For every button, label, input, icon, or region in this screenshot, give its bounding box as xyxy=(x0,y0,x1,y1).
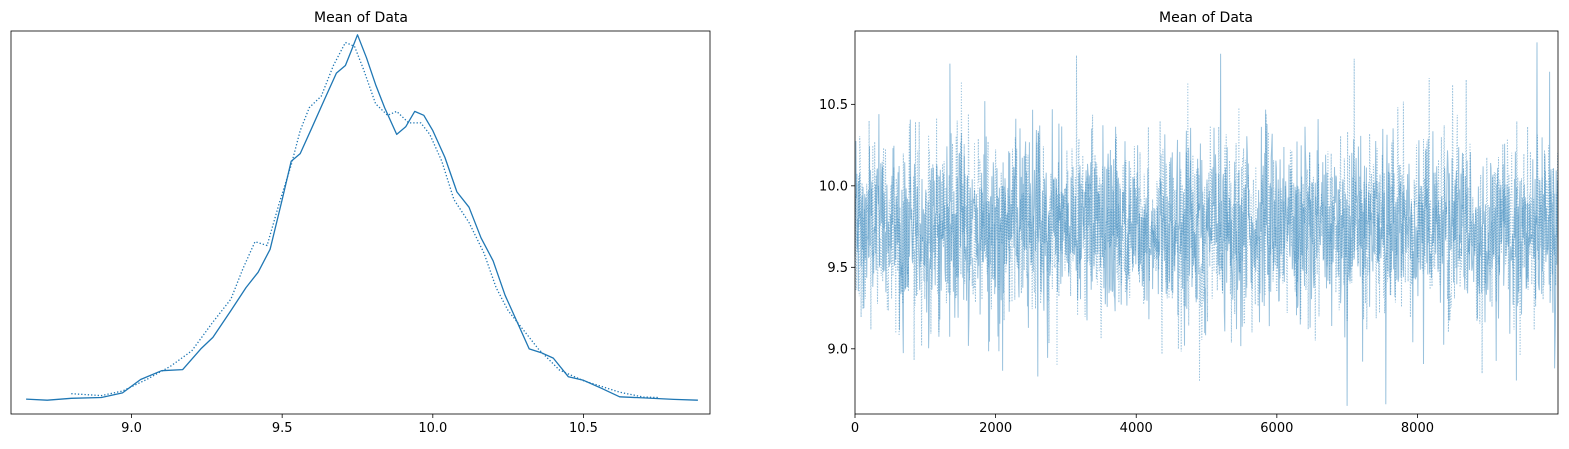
trace-line-solid xyxy=(854,42,1559,406)
trace-x-tick-label: 4000 xyxy=(1120,421,1153,436)
kde-panel: Mean of Data 9.0 9.5 10.0 10.5 xyxy=(10,10,711,436)
kde-lines xyxy=(26,34,698,401)
trace-axes-frame xyxy=(854,30,1559,415)
kde-title: Mean of Data xyxy=(314,10,408,26)
trace-lines xyxy=(854,42,1559,406)
trace-x-tick-label: 0 xyxy=(851,421,859,436)
trace-y-tick-label: 10.0 xyxy=(819,179,848,194)
trace-y-tick-label: 9.0 xyxy=(827,342,848,357)
kde-x-tick-label: 9.5 xyxy=(272,421,293,436)
kde-x-tick-label: 9.0 xyxy=(121,421,142,436)
trace-y-ticks: 9.0 9.5 10.0 10.5 xyxy=(819,98,855,357)
trace-x-ticks: 0 2000 4000 6000 8000 xyxy=(851,414,1434,436)
trace-line-dotted xyxy=(854,55,1559,382)
trace-y-tick-label: 10.5 xyxy=(819,98,848,113)
kde-line-dotted xyxy=(71,41,659,399)
kde-x-tick-label: 10.0 xyxy=(418,421,447,436)
kde-x-tick-label: 10.5 xyxy=(569,421,598,436)
trace-panel: Mean of Data 0 2000 4000 6000 8000 9.0 9.5 10.… xyxy=(819,10,1559,436)
trace-x-tick-label: 6000 xyxy=(1260,421,1293,436)
trace-x-tick-label: 2000 xyxy=(979,421,1012,436)
trace-title: Mean of Data xyxy=(1159,10,1253,26)
kde-x-ticks: 9.0 9.5 10.0 10.5 xyxy=(121,414,598,436)
trace-x-tick-label: 8000 xyxy=(1401,421,1434,436)
kde-line-solid xyxy=(26,34,698,401)
trace-y-tick-label: 9.5 xyxy=(827,261,848,276)
kde-axes-frame xyxy=(10,30,711,415)
